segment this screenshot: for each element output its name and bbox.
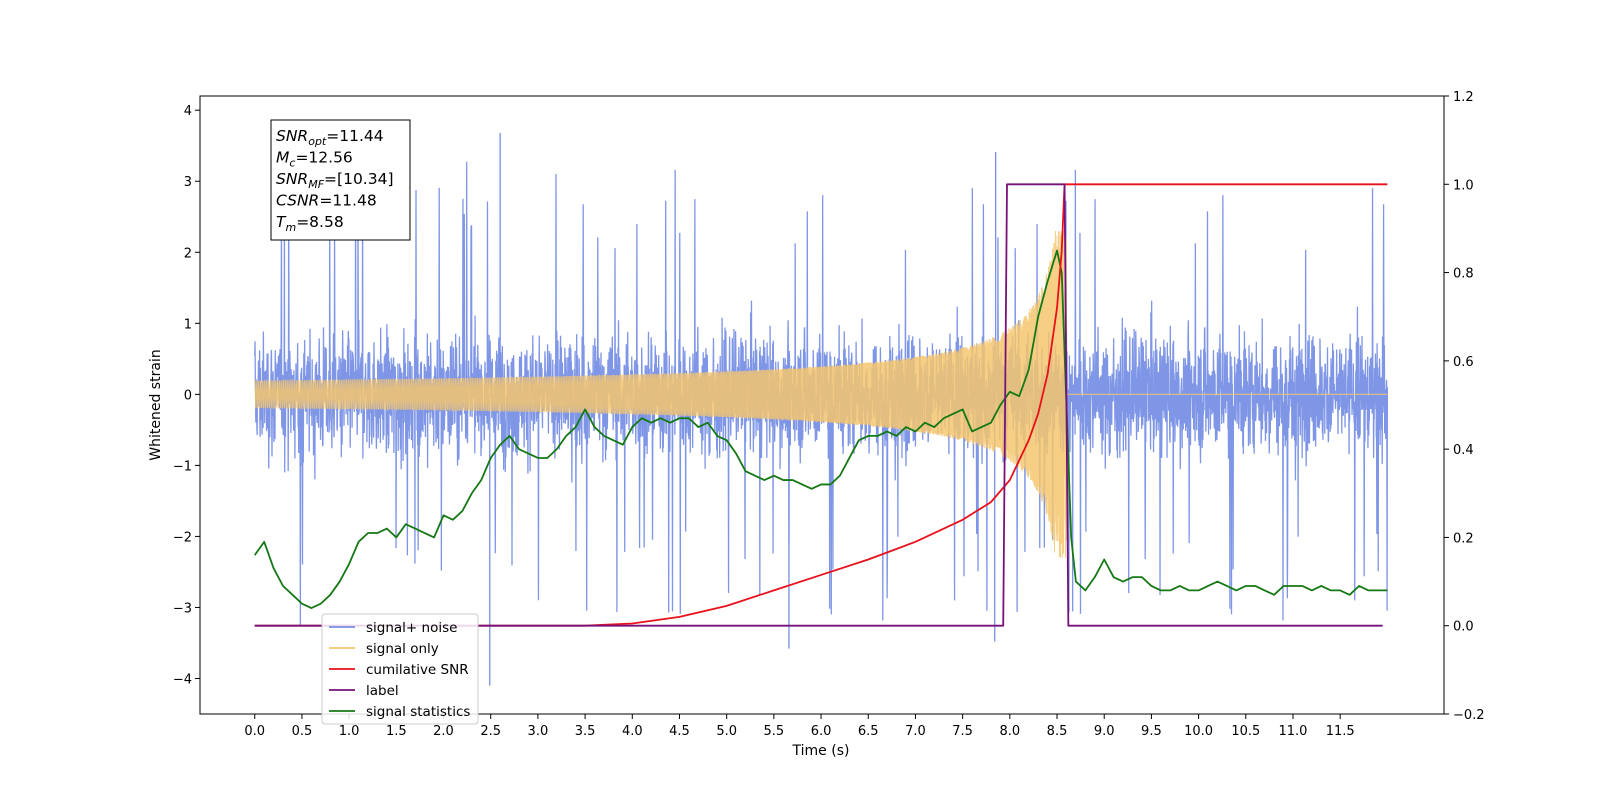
annotation-subscript: m	[285, 221, 296, 234]
y2-tick-label: 0.6	[1453, 355, 1474, 370]
x-tick-label: 2.0	[433, 724, 454, 739]
annotation-box: SNRopt=11.44Mc=12.56SNRMF=[10.34]CSNR=11…	[270, 119, 411, 241]
y2-tick-label: 0.2	[1453, 531, 1474, 546]
annotation-symbol: SNR	[276, 127, 308, 145]
y-tick-label: −1	[173, 459, 192, 474]
x-tick-label: 8.5	[1047, 724, 1068, 739]
x-tick-label: 0.5	[292, 724, 313, 739]
y2-tick-label: 0.4	[1453, 443, 1474, 458]
legend-label: cumilative SNR	[366, 662, 469, 678]
x-tick-label: 10.0	[1184, 724, 1213, 739]
x-tick-label: 6.5	[858, 724, 879, 739]
x-tick-label: 9.0	[1094, 724, 1115, 739]
annotation-symbol: M	[276, 149, 289, 167]
x-tick-label: 5.5	[764, 724, 785, 739]
y2-tick-label: 1.0	[1453, 178, 1474, 193]
legend-label: signal only	[366, 641, 439, 657]
x-tick-label: 11.0	[1279, 724, 1308, 739]
annotation-line: Mc=12.56	[276, 149, 353, 170]
annotation-symbol: SNR	[276, 170, 308, 188]
x-tick-label: 3.5	[575, 724, 596, 739]
y-tick-label: 2	[184, 246, 192, 261]
plot-frame	[199, 95, 1445, 715]
x-tick-label: 10.5	[1231, 724, 1260, 739]
y2-tick-label: 0.8	[1453, 267, 1474, 282]
series-layer	[254, 132, 1389, 686]
x-tick-label: 7.5	[952, 724, 973, 739]
y2-tick-label: −0.2	[1453, 708, 1485, 723]
legend-frame	[321, 613, 479, 725]
x-tick-label: 2.5	[480, 724, 501, 739]
annotation-line: Tm=8.58	[276, 213, 344, 234]
annotation-symbol: CSNR	[276, 192, 319, 210]
x-tick-label: 1.5	[386, 724, 407, 739]
x-tick-label: 9.5	[1141, 724, 1162, 739]
y-tick-label: 3	[184, 175, 192, 190]
annotation-value: =8.58	[296, 213, 344, 231]
axis-layer: 0.0 0.5 1.0 1.5 2.0 2.5 3.0 3.5 4.0 4.5 5.0 5.5 6.0 6…	[173, 90, 1485, 739]
x-tick-label: 11.5	[1326, 724, 1355, 739]
x-tick-label: 6.0	[811, 724, 832, 739]
x-tick-label: 0.0	[244, 724, 265, 739]
annotation-subscript: MF	[308, 178, 324, 191]
y-tick-label: 4	[184, 104, 192, 119]
y-tick-label: −4	[173, 672, 192, 687]
annotation-line: SNRMF=[10.34]	[276, 170, 394, 191]
y-tick-label: 1	[184, 317, 192, 332]
series-signal-only-line	[254, 231, 1388, 558]
annotation-value: =12.56	[295, 149, 352, 167]
series-label-line	[254, 183, 1383, 627]
x-tick-label: 7.0	[905, 724, 926, 739]
x-tick-label: 1.0	[339, 724, 360, 739]
legend-label: signal statistics	[366, 704, 470, 720]
x-tick-label: 3.0	[528, 724, 549, 739]
y-tick-label: −3	[173, 601, 192, 616]
legend-label: label	[366, 683, 399, 699]
x-tick-label: 4.0	[622, 724, 643, 739]
series-signal-statistics-line	[254, 249, 1388, 609]
annotation-symbol: T	[276, 213, 287, 231]
annotation-line: SNRopt=11.44	[276, 127, 384, 148]
x-tick-label: 5.0	[716, 724, 737, 739]
annotation-box-frame	[270, 119, 411, 241]
annotation-subscript: c	[289, 157, 295, 170]
y2-tick-label: 1.2	[1453, 90, 1474, 105]
legend-label: signal+ noise	[366, 620, 457, 636]
annotation-value: =[10.34]	[324, 170, 393, 188]
legend: signal+ noise signal only cumilative SNR la…	[321, 613, 479, 725]
y-tick-label: −2	[173, 530, 192, 545]
y-tick-label: 0	[184, 388, 192, 403]
annotation-value: =11.48	[319, 192, 376, 210]
y-axis-label: Whitened strain	[148, 349, 164, 460]
annotation-line: CSNR=11.48	[276, 192, 377, 210]
x-tick-label: 8.0	[999, 724, 1020, 739]
y2-tick-label: 0.0	[1453, 620, 1474, 635]
annotation-subscript: opt	[308, 135, 327, 148]
series-cumulative-snr-line	[254, 183, 1388, 627]
x-axis-label: Time (s)	[792, 743, 850, 759]
annotation-value: =11.44	[326, 127, 383, 145]
x-tick-label: 4.5	[669, 724, 690, 739]
